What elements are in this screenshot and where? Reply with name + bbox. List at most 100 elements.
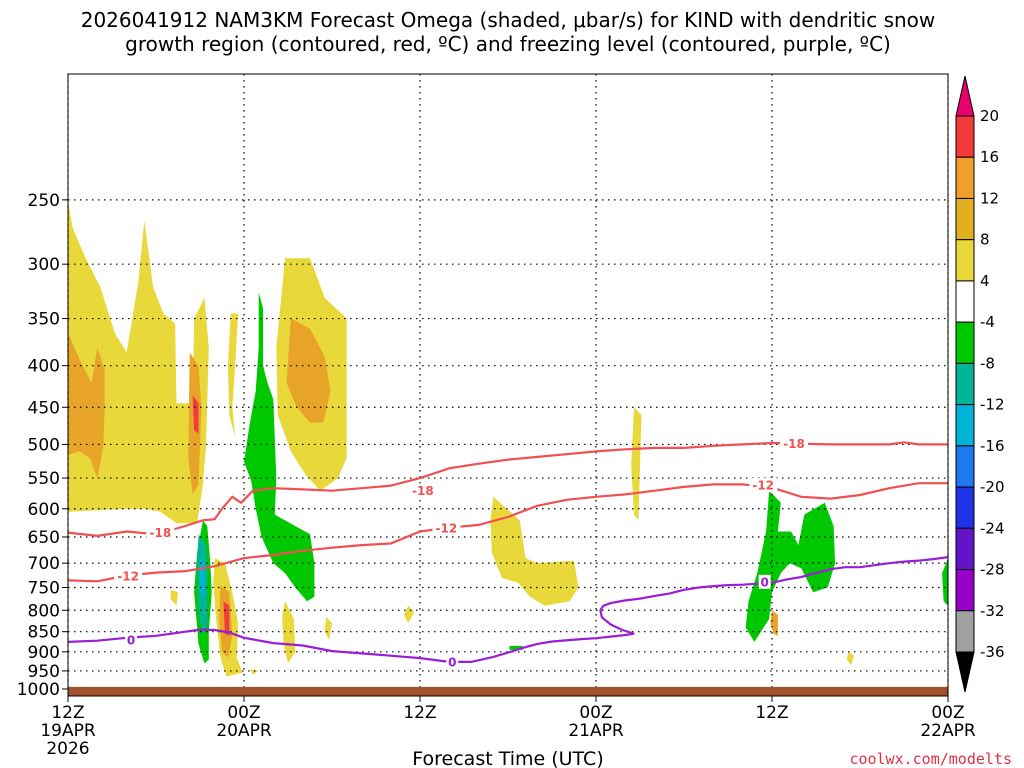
omega-region-17 [192,395,199,434]
colorbar-segment-6 [955,321,975,364]
y-tick-label-650: 650 [28,528,60,548]
y-tick-label-250: 250 [28,191,60,211]
chart-title-line-2: growth region (contoured, red, ºC) and f… [125,32,891,56]
temperature-contours: -18 -18 -18 -12 -12 -12 0 0 0 [67,436,949,669]
source-credit: coolwx.com/modelts [849,750,1012,768]
contour-label-1-1: -12 [436,522,458,536]
contour-label-bg-0-2 [780,436,808,451]
contour-label-2-2: 0 [760,575,768,589]
omega-region-4 [170,589,178,606]
x-tick-label-0-0: 12Z [51,703,84,723]
x-tick-label-0-1: 19APR [40,721,96,741]
omega-shaded-regions [68,199,948,677]
x-tick-label-3-0: 00Z [579,703,612,723]
x-tick-label-5-1: 22APR [920,721,976,741]
colorbar-segment-1 [955,115,975,158]
colorbar-segment-11 [955,527,975,571]
colorbar-label-8: -16 [980,437,1005,455]
y-tick-label-300: 300 [28,255,60,275]
plot-area: -18 -18 -18 -12 -12 -12 0 0 0 [67,73,949,697]
colorbar-label-5: -4 [980,313,995,331]
colorbar-label-13: -36 [980,643,1005,661]
colorbar-label-0: 20 [980,107,999,125]
x-tick-label-1-1: 20APR [216,721,272,741]
omega-colorbar: 20 16 12 8 4 -4 -8 -12 -16 -20 -24 -28 -32 -36 [955,75,1005,693]
contour-label-bg-2-2 [758,574,771,589]
colorbar-label-3: 8 [980,231,990,249]
contour-label-1-2: -12 [752,479,774,493]
contour-label-2-1: 0 [448,655,456,669]
colorbar-label-6: -8 [980,354,995,372]
colorbar-label-4: 4 [980,272,990,290]
y-tick-label-600: 600 [28,500,60,520]
colorbar-segment-12 [955,569,975,612]
x-tick-label-4-0: 12Z [755,703,788,723]
contour-label-bg-1-1 [432,521,461,536]
x-tick-label-1-0: 00Z [227,703,260,723]
contour-line-1 [67,482,948,583]
omega-region-21 [745,490,836,642]
colorbar-segment-4 [955,239,975,282]
contour-label-bg-0-0 [146,525,175,540]
colorbar-segment-13 [955,610,975,653]
omega-region-5 [282,601,296,664]
omega-region-25 [200,558,205,597]
contour-label-bg-2-0 [125,632,138,647]
contour-label-bg-0-1 [408,483,437,498]
ground-surface [68,686,948,696]
omega-region-14 [286,318,331,423]
chart-title-line-1: 2026041912 NAM3KM Forecast Omega (shaded… [81,8,936,32]
colorbar-label-12: -32 [980,602,1005,620]
omega-region-11 [249,669,259,675]
colorbar-segment-8 [955,404,975,447]
omega-region-22 [942,558,948,606]
y-tick-label-850: 850 [28,623,60,643]
contour-label-bg-1-2 [749,478,778,493]
colorbar-label-9: -20 [980,478,1005,496]
y-tick-label-350: 350 [28,310,60,330]
y-tick-label-550: 550 [28,469,60,489]
y-tick-label-750: 750 [28,579,60,599]
colorbar-label-11: -28 [980,561,1005,579]
omega-region-8 [490,496,579,606]
contour-label-0-2: -18 [783,437,805,451]
colorbar-bottom-arrow [955,651,975,693]
colorbar-label-10: -24 [980,519,1005,537]
colorbar-segment-7 [955,362,975,406]
plot-frame [67,73,949,697]
contour-label-bg-1-0 [114,569,143,584]
omega-region-1 [227,313,239,438]
colorbar-segment-10 [955,486,975,529]
contour-line-2 [67,556,949,663]
colorbar-segment-2 [955,156,975,199]
y-tick-label-950: 950 [28,662,60,682]
omega-region-16 [770,610,778,636]
x-tick-label-3-1: 21APR [568,721,624,741]
x-tick-label-5-0: 00Z [931,703,964,723]
y-tick-label-500: 500 [28,435,60,455]
omega-region-7 [403,605,415,624]
y-tick-label-1000: 1000 [17,680,60,700]
contour-label-1-0: -12 [117,570,139,584]
colorbar-label-7: -12 [980,396,1005,414]
colorbar-segment-3 [955,197,975,241]
colorbar-label-2: 12 [980,189,999,207]
omega-region-19 [244,292,315,602]
y-tick-label-900: 900 [28,643,60,663]
colorbar-label-1: 16 [980,148,999,166]
contour-label-0-0: -18 [150,526,172,540]
x-axis-label: Forecast Time (UTC) [412,748,603,768]
omega-region-12 [68,333,105,479]
x-tick-label-0-2: 2026 [46,739,89,759]
colorbar-top-arrow [955,75,975,117]
omega-region-6 [324,616,332,640]
y-tick-label-450: 450 [28,398,60,418]
y-tick-label-400: 400 [28,357,60,377]
pressure-axis: 2503003504004505005506006507007508008509… [17,191,68,700]
y-tick-label-700: 700 [28,554,60,574]
omega-region-10 [846,651,855,666]
contour-label-bg-2-1 [446,654,459,669]
y-tick-label-800: 800 [28,601,60,621]
